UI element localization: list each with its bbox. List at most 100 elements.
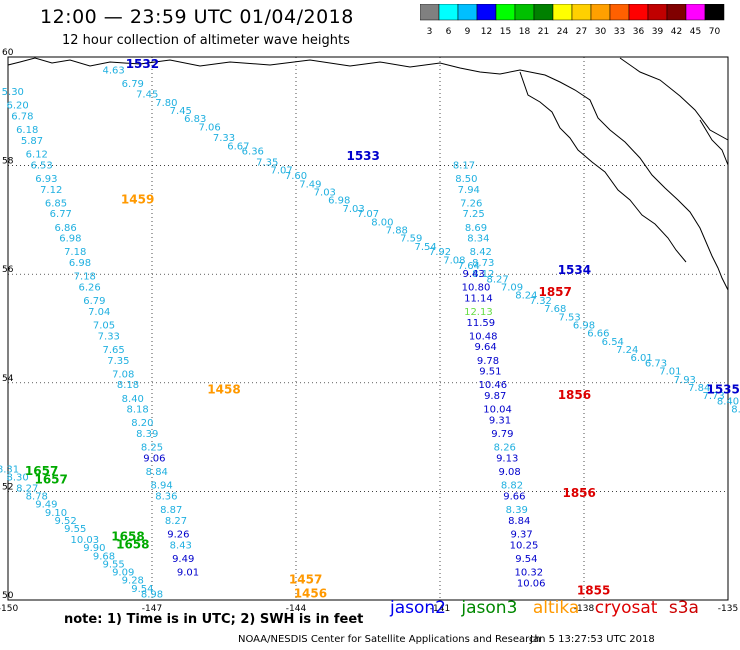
- swh-value: 7.60: [285, 171, 307, 182]
- swh-value: 8.17: [453, 160, 475, 171]
- colorbar-label: 3: [427, 27, 433, 37]
- swh-value: 6.79: [83, 296, 105, 307]
- swh-value: 9.68: [93, 551, 115, 562]
- pass-number-label: 1533: [346, 149, 379, 163]
- swh-value: 7.06: [198, 122, 220, 133]
- swh-value: 8.50: [455, 174, 477, 185]
- plot-frame: [7, 56, 729, 601]
- swh-value: 10.06: [517, 578, 546, 589]
- swh-value: 7.92: [429, 247, 451, 258]
- colorbar-swatch: [704, 4, 725, 21]
- swh-value: 9.66: [503, 492, 525, 503]
- swh-value: 8.78: [26, 492, 48, 503]
- swh-value: 6.53: [30, 160, 52, 171]
- swh-value: 9.28: [122, 576, 144, 587]
- swh-value: 6.86: [54, 223, 76, 234]
- swh-value: 6.67: [227, 141, 249, 152]
- pass-number-label: 1458: [207, 383, 240, 397]
- pass-number-label: 1658: [116, 537, 149, 551]
- swh-value: 7.45: [170, 106, 192, 117]
- swh-value: 9.51: [479, 367, 501, 378]
- credit-text: NOAA/NESDIS Center for Satellite Applica…: [238, 634, 541, 645]
- swh-value: 7.94: [458, 185, 480, 196]
- colorbar-label: 27: [576, 27, 587, 37]
- colorbar-label: 18: [519, 27, 531, 37]
- satellite-legend: jason2 jason3 altika cryosat s3a: [390, 598, 709, 618]
- swh-value: 10.46: [478, 380, 507, 391]
- y-tick-label: 60: [2, 48, 14, 58]
- swh-value: 10.80: [462, 282, 491, 293]
- legend-altika: altika: [532, 598, 580, 618]
- legend-cryosat: cryosat: [594, 598, 658, 618]
- x-tick-label: -150: [0, 604, 18, 614]
- colorbar-label: 30: [595, 27, 607, 37]
- track-points: 4.636.797.457.807.456.837.067.336.676.36…: [0, 65, 740, 600]
- swh-value: 6.98: [573, 321, 595, 332]
- swh-value: 8.36: [155, 492, 177, 503]
- pass-number-label: 1657: [34, 472, 67, 486]
- colorbar-label: 21: [538, 27, 549, 37]
- swh-value: 8.30: [6, 473, 28, 484]
- swh-value: 6.93: [35, 174, 57, 185]
- swh-value: 7.33: [213, 133, 235, 144]
- swh-value: 8.94: [150, 481, 172, 492]
- swh-value: 8.26: [494, 443, 516, 454]
- colorbar-label: 33: [614, 27, 625, 37]
- colorbar-label: 24: [557, 27, 569, 37]
- swh-value: 8.84: [146, 467, 168, 478]
- timestamp-text: Jan 5 13:27:53 UTC 2018: [530, 634, 655, 645]
- swh-value: 7.54: [414, 242, 436, 253]
- swh-value: 7.53: [558, 312, 580, 323]
- swh-value: 8.12: [472, 269, 494, 280]
- swh-value: 11.14: [464, 293, 493, 304]
- swh-value: 7.03: [314, 187, 336, 198]
- colorbar-label: 42: [671, 27, 682, 37]
- swh-value: 7.18: [74, 272, 96, 283]
- swh-value: 6.66: [587, 329, 609, 340]
- swh-value: 10.32: [514, 568, 543, 579]
- pass-number-label: 1535: [706, 383, 739, 397]
- swh-value: 9.54: [131, 584, 153, 595]
- swh-value: 6.79: [122, 79, 144, 90]
- pass-number-label: 1856: [562, 486, 595, 500]
- swh-value: 9.31: [489, 416, 511, 427]
- swh-value: 8.87: [160, 505, 182, 516]
- swh-value: 10.04: [483, 405, 512, 416]
- swh-value: 9.08: [498, 467, 520, 478]
- swh-value: 9.49: [35, 500, 57, 511]
- swh-value: 10.25: [510, 540, 539, 551]
- swh-value: 7.12: [40, 185, 62, 196]
- swh-value: 9.49: [172, 554, 194, 565]
- swh-value: 7.80: [155, 98, 177, 109]
- swh-value: 7.88: [386, 225, 408, 236]
- grid-lines: [8, 57, 728, 600]
- swh-value: 6.77: [50, 209, 72, 220]
- pass-number-label: 1456: [294, 586, 327, 600]
- pass-number-label: 1855: [577, 584, 610, 598]
- swh-value: 10.03: [70, 535, 99, 546]
- swh-value: 8.39: [136, 429, 158, 440]
- swh-value: 8.43: [170, 540, 192, 551]
- swh-value: 7.08: [112, 369, 134, 380]
- swh-value: 8.20: [131, 418, 153, 429]
- swh-value: 6.98: [59, 234, 81, 245]
- swh-value: 8.42: [470, 247, 492, 258]
- swh-value: 6.36: [242, 147, 264, 158]
- y-tick-label: 50: [2, 591, 14, 601]
- swh-value: 9.55: [102, 559, 124, 570]
- swh-value: 8.25: [141, 443, 163, 454]
- colorbar-label: 70: [709, 27, 721, 37]
- coastline: [7, 57, 729, 291]
- swh-value: 9.09: [112, 568, 134, 579]
- x-tick-label: -147: [142, 604, 162, 614]
- swh-value: 8.82: [501, 481, 523, 492]
- swh-value: 7.64: [458, 261, 480, 272]
- swh-value: 8.27: [16, 483, 38, 494]
- swh-value: 9.06: [143, 454, 165, 465]
- x-tick-label: -144: [286, 604, 307, 614]
- swh-value: 7.24: [616, 345, 638, 356]
- swh-value: 7.07: [357, 209, 379, 220]
- colorbar-label: 39: [652, 27, 664, 37]
- swh-value: 7.09: [501, 282, 523, 293]
